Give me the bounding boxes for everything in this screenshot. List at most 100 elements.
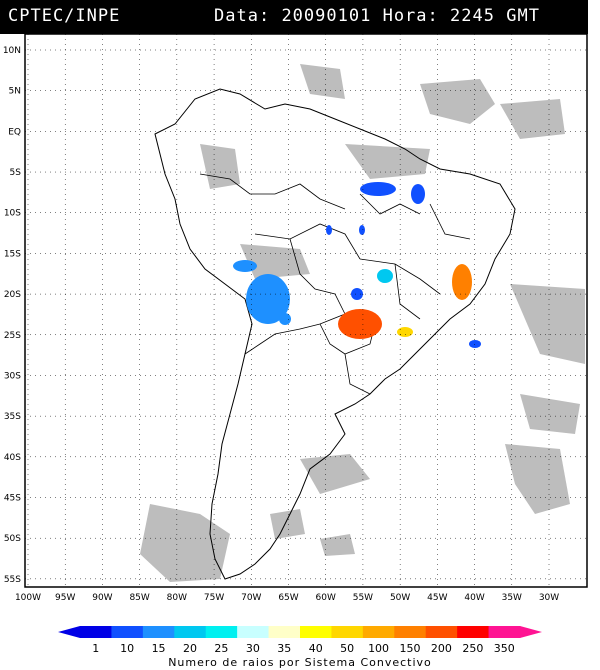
lat-tick-label: 35S	[4, 412, 21, 422]
cs-cyan	[377, 269, 393, 283]
map-header: CPTEC/INPE Data: 20090101 Hora: 2245 GMT	[0, 0, 588, 34]
cloud-patch-argentina	[300, 454, 370, 494]
border-north	[199, 173, 346, 210]
legend-tick-label: 35	[277, 642, 292, 655]
lat-tick-label: 25S	[4, 331, 21, 341]
time-label: Hora:	[382, 6, 439, 26]
legend-tick-label: 40	[308, 642, 323, 655]
lat-tick-label: 55S	[4, 575, 21, 585]
legend-tick-label: 10	[120, 642, 135, 655]
continent-outline	[154, 88, 516, 580]
legend-swatch	[394, 626, 427, 638]
lat-tick-label: 10N	[3, 46, 21, 56]
legend: 1 10 15 20 25 30 35 40 50 100 150 200 250 350 Numero …	[58, 626, 542, 669]
cs-orange-east	[452, 264, 472, 300]
cs-blue-sea	[469, 340, 481, 348]
cs-andes-north	[233, 260, 257, 272]
legend-tick-label: 25	[214, 642, 229, 655]
cs-blue-1	[360, 182, 396, 196]
border-chile-argentina	[244, 328, 301, 355]
cloud-patch-andes	[240, 244, 310, 279]
legend-swatch	[362, 626, 395, 638]
cloud-patch-patagonia	[270, 509, 305, 539]
legend-arrow-right	[520, 626, 542, 638]
legend-swatch	[488, 626, 521, 638]
lon-tick-label: 55W	[353, 593, 373, 603]
lon-tick-label: 70W	[241, 593, 261, 603]
lon-tick-label: 80W	[167, 593, 187, 603]
cs-blue-small-3	[351, 288, 363, 300]
cs-andes-south	[279, 313, 291, 325]
cloud-patch-amazon	[345, 144, 430, 179]
lat-tick-label: 40S	[4, 453, 21, 463]
cloud-patch-south	[140, 504, 230, 582]
lat-tick-label: 15S	[4, 249, 21, 259]
lon-tick-labels: 100W 95W 90W 85W 80W 75W 70W 65W 60W 55W 50W 45W 40W…	[15, 593, 559, 603]
lat-tick-label: 20S	[4, 290, 21, 300]
legend-tick-label: 250	[462, 642, 484, 655]
lon-tick-label: 40W	[464, 593, 484, 603]
lon-tick-label: 65W	[278, 593, 298, 603]
cs-blue-small-2	[359, 225, 365, 235]
legend-swatch	[142, 626, 175, 638]
lat-tick-label: 10S	[4, 209, 21, 219]
lon-tick-label: 85W	[129, 593, 149, 603]
legend-arrow-left	[58, 626, 80, 638]
plot-border	[24, 33, 588, 588]
map-area: 10N 5N EQ 5S 10S 15S 20S 25S 30S 35S 40S 45S 50S 55S …	[0, 33, 588, 604]
cloud-patch-caribbean	[300, 64, 345, 99]
border-argentina-uruguay	[344, 353, 371, 395]
legend-tick-label: 50	[340, 642, 355, 655]
legend-tick-label: 15	[151, 642, 166, 655]
datetime-label: Data: 20090101 Hora: 2245 GMT	[214, 6, 540, 26]
border-states-4	[359, 193, 421, 215]
border-states-3	[429, 203, 471, 240]
legend-tick-label: 1	[92, 642, 100, 655]
timezone-label: GMT	[506, 6, 540, 26]
legend-tick-label: 100	[368, 642, 390, 655]
cloud-patch-se	[520, 394, 580, 434]
legend-tick-label: 350	[493, 642, 515, 655]
date-label: Data:	[214, 6, 271, 26]
legend-swatch	[205, 626, 238, 638]
cloud-patch-falklands	[320, 534, 355, 556]
border-states-1	[359, 258, 441, 295]
lat-tick-label: 50S	[4, 534, 21, 544]
legend-swatch	[457, 626, 490, 638]
legend-swatch	[425, 626, 458, 638]
cloud-patch-colombia	[200, 144, 240, 189]
lat-tick-labels: 10N 5N EQ 5S 10S 15S 20S 25S 30S 35S 40S 45S 50S 55S	[3, 46, 21, 585]
cloud-patch-north	[420, 79, 495, 124]
convective-systems	[233, 182, 481, 348]
cloud-patch-atlantic	[505, 444, 570, 514]
lon-tick-label: 75W	[204, 593, 224, 603]
legend-swatch	[331, 626, 364, 638]
legend-tick-label: 20	[183, 642, 197, 655]
source-label: CPTEC/INPE	[8, 6, 121, 26]
legend-swatch	[174, 626, 207, 638]
lat-lon-grid	[25, 34, 587, 587]
lat-tick-label: EQ	[8, 127, 21, 137]
legend-tick-label: 200	[430, 642, 452, 655]
legend-swatch	[300, 626, 332, 638]
lon-tick-label: 100W	[15, 593, 41, 603]
legend-swatch	[111, 626, 144, 638]
cs-blue-small	[326, 225, 332, 235]
lon-tick-label: 45W	[427, 593, 447, 603]
lat-tick-label: 45S	[4, 494, 21, 504]
lon-tick-label: 50W	[390, 593, 410, 603]
cs-yellow	[397, 327, 413, 337]
legend-tick-label: 30	[245, 642, 260, 655]
legend-swatch	[268, 626, 301, 638]
border-peru-brazil	[254, 223, 361, 260]
lon-tick-label: 95W	[55, 593, 75, 603]
cs-andes	[246, 274, 290, 324]
south-america-map: 10N5NEQ5S10S15S20S25S30S35S40S45S50S55S …	[3, 33, 588, 603]
lat-tick-label: 30S	[4, 371, 21, 381]
lon-tick-label: 35W	[502, 593, 522, 603]
legend-colorbar	[58, 626, 542, 638]
date-value: 20090101	[281, 6, 372, 26]
time-value: 2245	[450, 6, 495, 26]
legend-caption: Numero de raios por Sistema Convectivo	[168, 656, 432, 669]
legend-swatch	[80, 626, 112, 638]
